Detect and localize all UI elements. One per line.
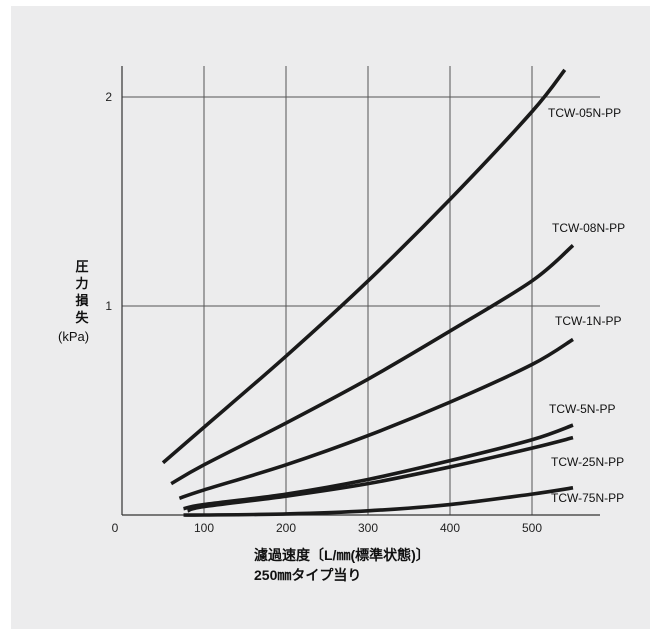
tick-labels: 0 100 200 300 400 500 1 2 bbox=[105, 90, 542, 535]
x-tick-label: 300 bbox=[358, 521, 378, 535]
y-tick-label: 2 bbox=[105, 90, 112, 104]
x-axis-title: 濾過速度〔L/㎜(標準状態)〕 bbox=[254, 547, 430, 563]
series-label: TCW-25N-PP bbox=[551, 455, 624, 469]
series-labels: TCW-05N-PP TCW-08N-PP TCW-1N-PP TCW-5N-PP TC… bbox=[548, 106, 625, 505]
series-line bbox=[170, 244, 575, 486]
series-lines bbox=[161, 68, 575, 517]
x-axis-label: 濾過速度〔L/㎜(標準状態)〕 250㎜タイプ当り bbox=[254, 545, 430, 585]
y-axis-unit: (kPa) bbox=[58, 329, 90, 344]
series-label: TCW-5N-PP bbox=[549, 402, 615, 416]
grid bbox=[122, 66, 600, 515]
series-label: TCW-08N-PP bbox=[552, 221, 625, 235]
y-axis-label-char: 損 bbox=[75, 293, 89, 308]
series-line bbox=[161, 68, 567, 465]
x-origin-label: 0 bbox=[112, 521, 119, 535]
series-line bbox=[187, 435, 574, 513]
y-axis-label: 圧力損失 (kPa) bbox=[58, 258, 118, 345]
series-label: TCW-75N-PP bbox=[551, 491, 624, 505]
y-tick-label: 1 bbox=[105, 299, 112, 313]
series-line bbox=[183, 423, 574, 511]
series-line bbox=[183, 486, 574, 517]
series-label: TCW-05N-PP bbox=[548, 106, 621, 120]
series-line bbox=[178, 337, 574, 500]
y-axis-label-chars: 圧力損失 bbox=[58, 258, 118, 326]
y-axis-label-char: 力 bbox=[75, 276, 89, 291]
series-label: TCW-1N-PP bbox=[555, 314, 621, 328]
y-axis-label-char: 圧 bbox=[75, 259, 89, 274]
x-tick-label: 200 bbox=[276, 521, 296, 535]
x-axis-subtitle: 250㎜タイプ当り bbox=[254, 567, 362, 583]
x-tick-label: 100 bbox=[194, 521, 214, 535]
x-tick-label: 500 bbox=[522, 521, 542, 535]
y-axis-label-char: 失 bbox=[75, 310, 89, 325]
x-tick-label: 400 bbox=[440, 521, 460, 535]
